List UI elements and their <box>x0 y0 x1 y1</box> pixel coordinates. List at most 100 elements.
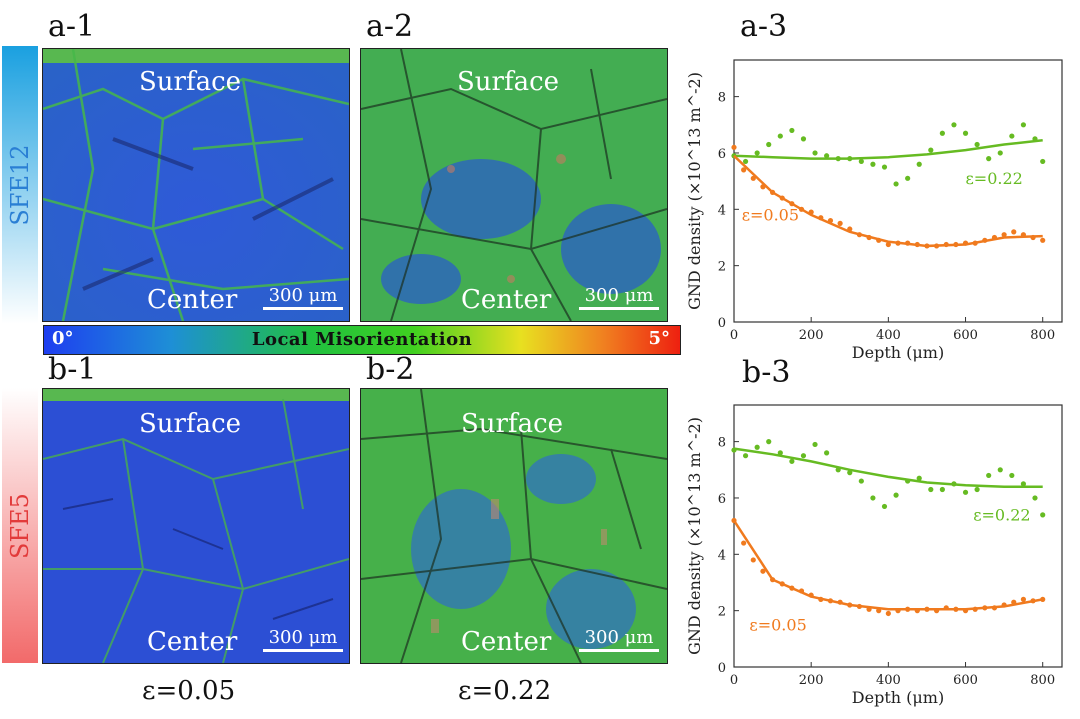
data-point <box>1009 472 1015 479</box>
x-tick-label: 800 <box>1030 673 1055 688</box>
data-point <box>742 158 749 165</box>
series-eps-0.05 <box>731 517 1046 617</box>
data-point <box>1040 158 1046 165</box>
data-point <box>1001 232 1007 238</box>
data-point <box>870 495 876 501</box>
x-axis-label: Depth (μm) <box>852 343 944 362</box>
data-point <box>754 444 760 450</box>
map-a1-scalebar: 300 μm <box>263 285 343 310</box>
data-point <box>974 141 980 148</box>
panel-label-b3: b-3 <box>742 355 791 390</box>
data-point <box>731 144 737 150</box>
map-a1-surface: Surface <box>139 67 242 97</box>
data-point <box>1040 512 1046 518</box>
colorbar-min: 0° <box>52 328 74 349</box>
strain-label-left: ε=0.05 <box>142 676 236 706</box>
data-point <box>881 503 888 510</box>
data-point <box>741 167 747 173</box>
y-axis-label: GND density (×10^13 m^-2) <box>685 417 704 655</box>
data-point <box>881 164 888 170</box>
x-axis-label: Depth (μm) <box>852 688 944 707</box>
x-tick-label: 600 <box>953 673 978 688</box>
map-a2-image <box>361 49 667 321</box>
data-point <box>893 492 899 498</box>
data-point <box>1020 481 1027 487</box>
data-point <box>997 150 1003 156</box>
map-a2-center: Center <box>461 285 552 315</box>
chart-a3: 0 200 400 600 800 0 2 4 6 8 Depth (μm) GND density … <box>685 59 1063 362</box>
y-tick-label: 4 <box>718 203 726 218</box>
map-b1-image <box>43 389 349 663</box>
map-b2-scalebar: 300 μm <box>579 627 659 652</box>
data-point <box>812 150 818 156</box>
data-point <box>789 458 795 464</box>
data-point <box>916 475 922 481</box>
row-label-sfe5: SFE5 <box>2 388 38 663</box>
data-point <box>885 241 891 248</box>
data-point <box>766 439 772 445</box>
data-point <box>824 450 830 456</box>
colorbar-max: 5° <box>648 328 670 349</box>
data-point <box>916 161 922 167</box>
data-point <box>800 453 807 459</box>
data-point <box>986 472 992 479</box>
plot-frame <box>733 59 1063 323</box>
y-tick-label: 6 <box>718 492 726 507</box>
map-a1-image <box>43 49 349 321</box>
y-axis-label: GND density (×10^13 m^-2) <box>685 72 704 310</box>
data-point <box>1011 229 1017 235</box>
x-tick-label: 200 <box>799 328 824 343</box>
data-point <box>847 470 853 476</box>
data-point <box>858 158 864 165</box>
data-point <box>741 540 747 546</box>
fit-line <box>733 154 1043 248</box>
panel-label-a3: a-3 <box>740 9 788 44</box>
fit-line <box>733 139 1043 160</box>
data-point <box>939 130 945 136</box>
data-point <box>986 156 992 162</box>
fit-line <box>733 447 1043 488</box>
data-point <box>928 486 934 493</box>
map-a1: Surface Center 300 μm <box>42 48 350 322</box>
map-b1-center: Center <box>147 627 238 657</box>
x-tick-label: 600 <box>953 328 978 343</box>
y-tick-label: 6 <box>718 147 726 162</box>
data-point <box>974 486 980 493</box>
series-annotation: ε=0.05 <box>749 615 806 634</box>
data-point <box>951 122 957 128</box>
data-point <box>1040 237 1046 243</box>
x-tick-label: 400 <box>876 328 901 343</box>
data-point <box>893 181 899 187</box>
map-b2-center: Center <box>461 627 552 657</box>
series-eps-0.22 <box>731 122 1046 187</box>
y-tick-label: 0 <box>718 661 726 676</box>
data-point <box>870 161 876 167</box>
map-b1-scalebar: 300 μm <box>263 627 343 652</box>
data-point <box>997 467 1003 473</box>
map-a1-center: Center <box>147 285 238 315</box>
plot-frame <box>733 404 1063 668</box>
fit-line <box>732 519 1043 611</box>
map-a2: Surface Center 300 μm <box>360 48 668 322</box>
data-point <box>754 150 760 156</box>
y-tick-label: 8 <box>718 436 726 451</box>
data-point <box>1020 596 1027 602</box>
map-b2: Surface Center 300 μm <box>360 388 668 664</box>
data-point <box>1020 122 1027 128</box>
data-point <box>812 441 818 448</box>
map-a2-surface: Surface <box>457 67 560 97</box>
data-point <box>742 453 749 459</box>
map-b2-image <box>361 389 667 663</box>
data-point <box>777 450 783 456</box>
data-point <box>777 133 783 139</box>
y-tick-label: 8 <box>718 91 726 106</box>
panel-label-b1: b-1 <box>48 352 97 387</box>
map-b2-surface: Surface <box>461 409 564 439</box>
data-point <box>766 141 772 148</box>
y-tick-label: 4 <box>718 548 726 563</box>
map-b1-surface: Surface <box>139 409 242 439</box>
y-tick-label: 2 <box>718 260 726 275</box>
panel-label-a1: a-1 <box>48 9 96 44</box>
data-point <box>928 147 934 153</box>
panel-label-b2: b-2 <box>366 352 415 387</box>
